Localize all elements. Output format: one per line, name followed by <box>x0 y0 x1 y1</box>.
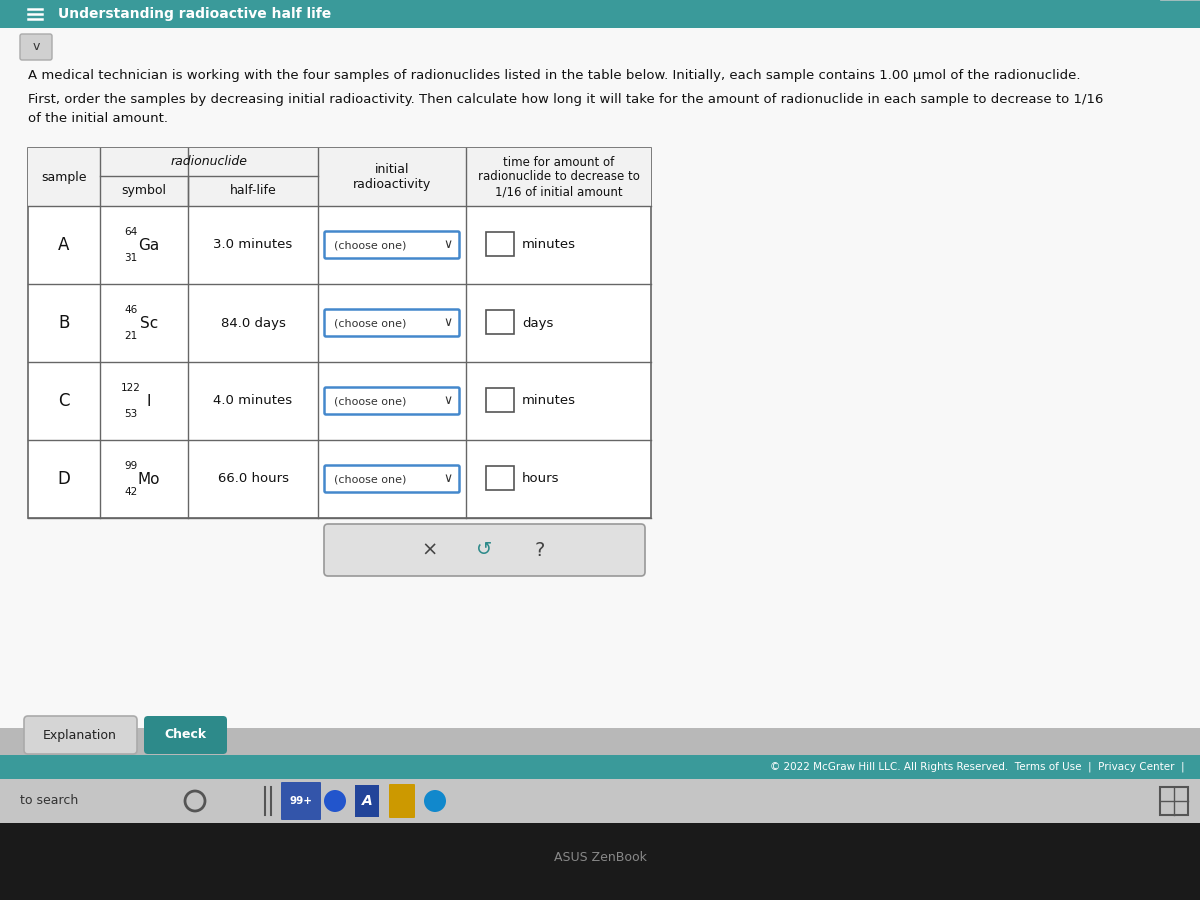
Text: ↺: ↺ <box>476 541 493 560</box>
Text: minutes: minutes <box>522 238 576 251</box>
Bar <box>486 310 514 334</box>
Text: Sc: Sc <box>140 316 158 330</box>
FancyBboxPatch shape <box>389 784 415 818</box>
Text: v: v <box>32 40 40 53</box>
Circle shape <box>424 790 446 812</box>
FancyBboxPatch shape <box>144 716 227 754</box>
Text: minutes: minutes <box>522 394 576 408</box>
Text: 4.0 minutes: 4.0 minutes <box>214 394 293 408</box>
Text: ASUS ZenBook: ASUS ZenBook <box>553 851 647 864</box>
Circle shape <box>324 790 346 812</box>
Text: 42: 42 <box>125 487 138 497</box>
Text: C: C <box>59 392 70 410</box>
FancyBboxPatch shape <box>324 310 460 337</box>
Text: Ga: Ga <box>138 238 160 253</box>
Text: 84.0 days: 84.0 days <box>221 317 286 329</box>
Bar <box>486 232 514 256</box>
Text: Understanding radioactive half life: Understanding radioactive half life <box>58 7 331 21</box>
Text: (choose one): (choose one) <box>334 240 407 250</box>
FancyBboxPatch shape <box>324 231 460 258</box>
Bar <box>0 755 1200 779</box>
Bar <box>0 823 1200 900</box>
Text: A: A <box>361 794 372 808</box>
Text: B: B <box>59 314 70 332</box>
Text: to search: to search <box>20 795 78 807</box>
Text: A: A <box>59 236 70 254</box>
Text: 122: 122 <box>121 383 140 393</box>
Text: sample: sample <box>41 170 86 184</box>
Text: hours: hours <box>522 472 559 485</box>
Bar <box>0 0 1200 28</box>
Text: ∨: ∨ <box>444 238 452 251</box>
Text: D: D <box>58 470 71 488</box>
FancyBboxPatch shape <box>324 524 646 576</box>
Bar <box>486 466 514 490</box>
Bar <box>28 148 650 518</box>
Text: half-life: half-life <box>229 184 276 197</box>
Bar <box>1160 787 1188 815</box>
Text: (choose one): (choose one) <box>334 396 407 406</box>
Bar <box>0 779 1200 823</box>
Text: Explanation: Explanation <box>43 728 116 742</box>
Text: 66.0 hours: 66.0 hours <box>217 472 288 485</box>
Text: symbol: symbol <box>121 184 167 197</box>
Text: First, order the samples by decreasing initial radioactivity. Then calculate how: First, order the samples by decreasing i… <box>28 94 1103 106</box>
Text: I: I <box>146 393 151 409</box>
Bar <box>0 28 1200 728</box>
Bar <box>28 148 650 206</box>
Bar <box>486 388 514 412</box>
FancyBboxPatch shape <box>24 716 137 754</box>
Text: 99+: 99+ <box>289 796 312 806</box>
FancyBboxPatch shape <box>324 465 460 492</box>
Text: 99: 99 <box>125 461 138 471</box>
Text: 21: 21 <box>125 331 138 341</box>
Text: 3.0 minutes: 3.0 minutes <box>214 238 293 251</box>
Text: ∨: ∨ <box>444 394 452 408</box>
Text: 46: 46 <box>125 305 138 315</box>
Text: 31: 31 <box>125 253 138 263</box>
FancyBboxPatch shape <box>324 388 460 415</box>
Text: ?: ? <box>534 541 545 560</box>
Bar <box>355 785 379 817</box>
Text: 53: 53 <box>125 409 138 419</box>
Text: time for amount of
radionuclide to decrease to
1/16 of initial amount: time for amount of radionuclide to decre… <box>478 156 640 199</box>
Text: of the initial amount.: of the initial amount. <box>28 112 168 124</box>
Text: days: days <box>522 317 553 329</box>
Text: initial
radioactivity: initial radioactivity <box>353 163 431 191</box>
Text: radionuclide: radionuclide <box>170 156 247 168</box>
Text: A medical technician is working with the four samples of radionuclides listed in: A medical technician is working with the… <box>28 68 1080 82</box>
Text: © 2022 McGraw Hill LLC. All Rights Reserved.  Terms of Use  |  Privacy Center  |: © 2022 McGraw Hill LLC. All Rights Reser… <box>770 761 1186 772</box>
Text: Check: Check <box>164 728 206 742</box>
Text: (choose one): (choose one) <box>334 474 407 484</box>
FancyBboxPatch shape <box>281 782 322 820</box>
Text: Mo: Mo <box>138 472 161 487</box>
Text: ∨: ∨ <box>444 317 452 329</box>
Text: (choose one): (choose one) <box>334 318 407 328</box>
Text: ×: × <box>421 541 438 560</box>
Text: ∨: ∨ <box>444 472 452 485</box>
FancyBboxPatch shape <box>20 34 52 60</box>
Text: 64: 64 <box>125 227 138 237</box>
